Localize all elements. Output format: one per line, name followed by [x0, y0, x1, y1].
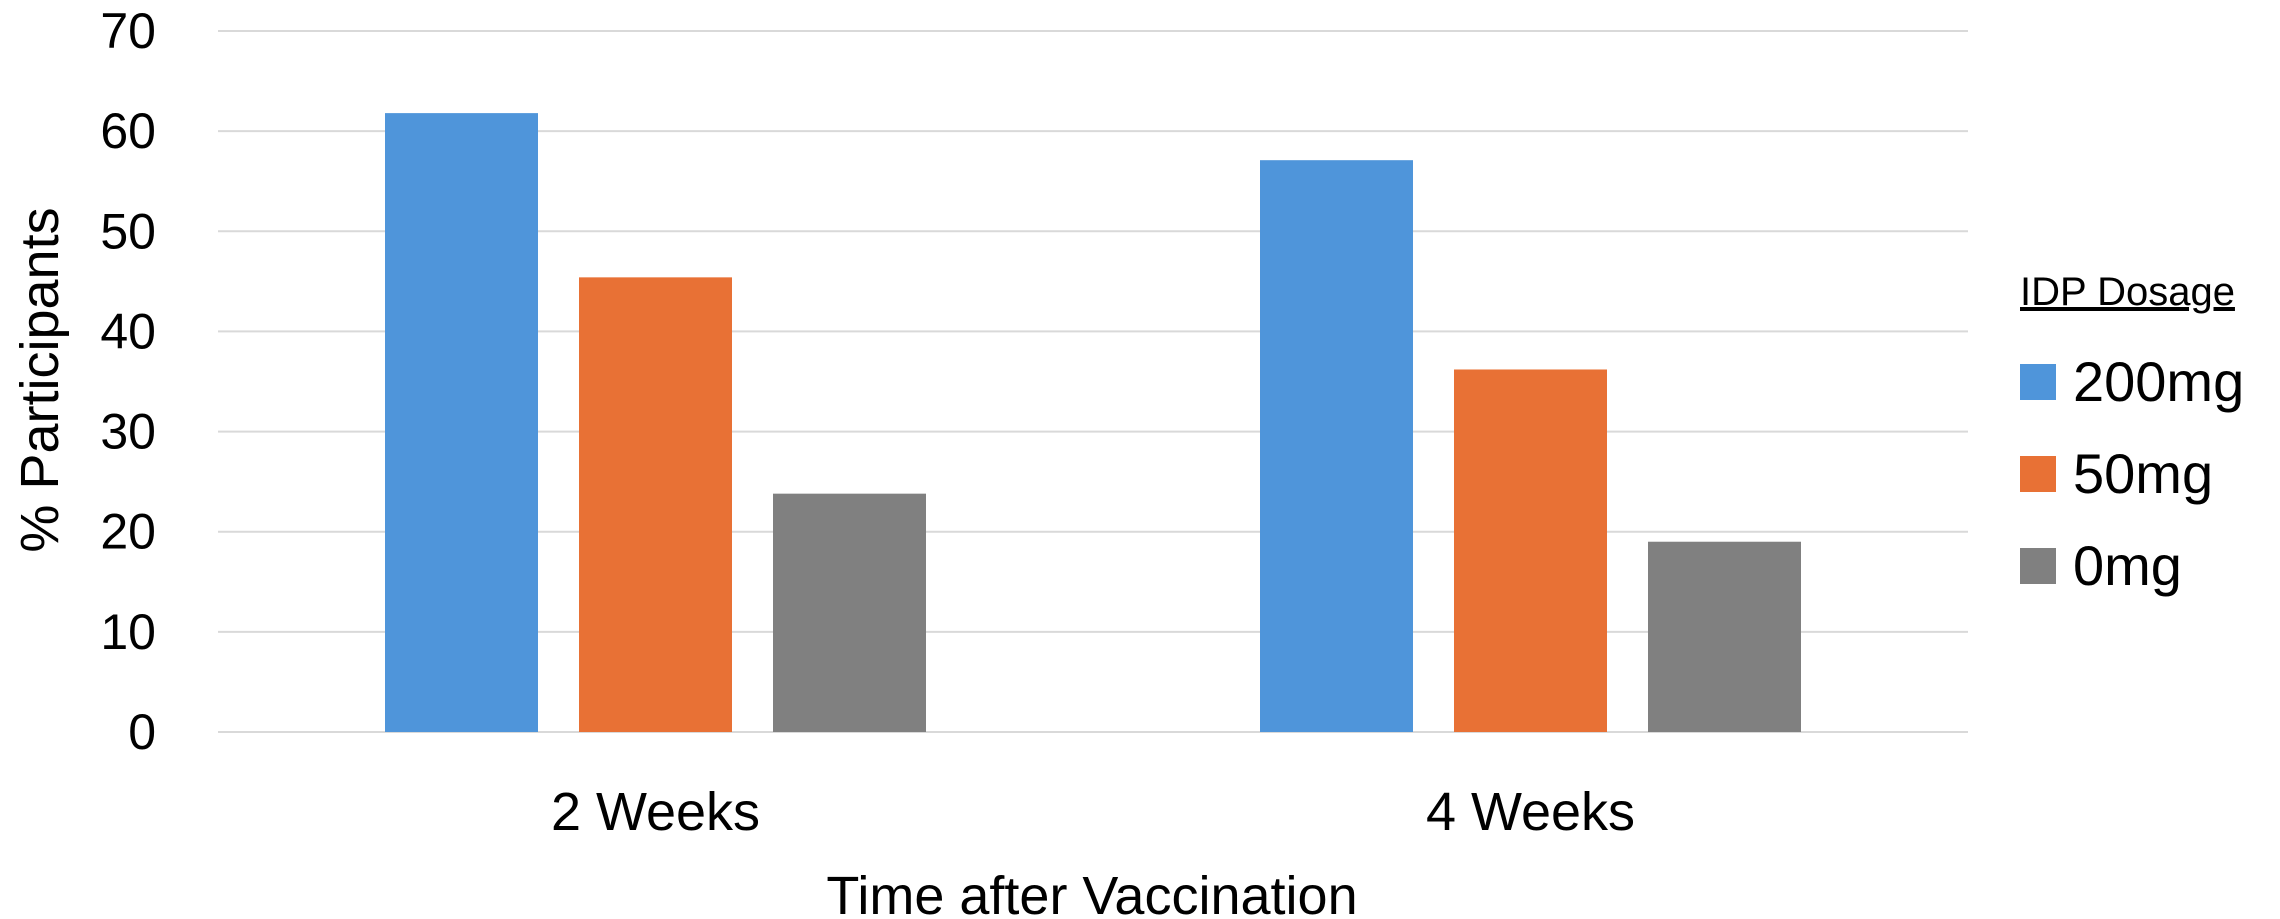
- y-tick-label: 70: [100, 3, 156, 59]
- legend-label: 0mg: [2073, 534, 2182, 597]
- bars: [385, 113, 1801, 733]
- x-axis-label: Time after Vaccination: [826, 866, 1357, 919]
- x-axis-tick-labels: 2 Weeks 4 Weeks: [551, 782, 1635, 842]
- legend-swatch: [2020, 456, 2056, 492]
- bar-50mg-2-weeks: [579, 277, 732, 732]
- legend-label: 50mg: [2073, 442, 2213, 505]
- y-tick-label: 10: [100, 604, 156, 660]
- bar-0mg-4-weeks: [1648, 541, 1801, 732]
- y-axis-tick-labels: 0 10 20 30 40 50 60 70: [100, 3, 156, 760]
- y-tick-label: 60: [100, 103, 156, 159]
- bar-200mg-2-weeks: [385, 113, 538, 733]
- y-tick-label: 0: [128, 704, 156, 760]
- y-tick-label: 30: [100, 404, 156, 460]
- legend-item: 200mg: [2020, 350, 2244, 413]
- legend-item: 0mg: [2020, 534, 2182, 597]
- legend-items: 200mg 50mg 0mg: [2020, 350, 2244, 597]
- legend-swatch: [2020, 548, 2056, 584]
- legend-title: IDP Dosage: [2020, 270, 2235, 314]
- y-tick-label: 20: [100, 504, 156, 560]
- y-tick-label: 40: [100, 303, 156, 359]
- y-tick-label: 50: [100, 203, 156, 259]
- legend-label: 200mg: [2073, 350, 2244, 413]
- bar-0mg-2-weeks: [773, 493, 926, 732]
- legend-swatch: [2020, 364, 2056, 400]
- y-axis-label: % Participants: [10, 207, 70, 552]
- bar-200mg-4-weeks: [1260, 160, 1413, 733]
- legend-item: 50mg: [2020, 442, 2213, 505]
- x-tick-label: 4 Weeks: [1426, 782, 1635, 842]
- x-tick-label: 2 Weeks: [551, 782, 760, 842]
- bar-50mg-4-weeks: [1454, 369, 1607, 732]
- legend: IDP Dosage 200mg 50mg 0mg: [2020, 270, 2244, 597]
